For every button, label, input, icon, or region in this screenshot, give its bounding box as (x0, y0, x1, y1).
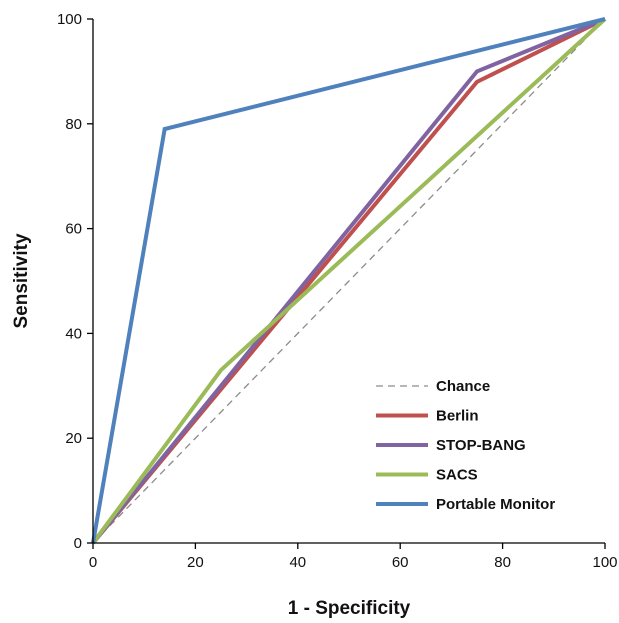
series-line-sacs (91, 17, 607, 545)
legend-label-berlin: Berlin (436, 408, 479, 425)
axes: 0 20 40 60 80 100 0 20 40 60 80 100 (57, 11, 618, 571)
x-tick-label-40: 40 (289, 554, 306, 571)
legend-label-chance: Chance (436, 378, 490, 395)
x-tick-label-0: 0 (89, 554, 97, 571)
legend: Chance Berlin STOP-BANG SACS Portable Monito… (376, 378, 555, 513)
x-axis-title: 1 - Specificity (288, 598, 411, 619)
y-tick-label-20: 20 (65, 430, 82, 447)
legend-label-portable-monitor: Portable Monitor (436, 496, 555, 513)
x-tick-label-60: 60 (392, 554, 409, 571)
series-line-portable-monitor (91, 17, 606, 544)
y-axis-title: Sensitivity (11, 233, 32, 328)
y-tick-label-60: 60 (65, 221, 82, 238)
y-tick-label-100: 100 (57, 11, 82, 28)
series-line-chance (92, 18, 606, 544)
legend-label-sacs: SACS (436, 467, 478, 484)
y-tick-label-80: 80 (65, 116, 82, 133)
plot-lines (91, 17, 607, 545)
series-line-stop-bang (91, 17, 606, 545)
series-line-berlin (91, 17, 606, 545)
x-tick-label-100: 100 (592, 554, 617, 571)
y-tick-label-40: 40 (65, 325, 82, 342)
y-tick-label-0: 0 (74, 535, 82, 552)
legend-label-stop-bang: STOP-BANG (436, 437, 526, 454)
x-tick-label-80: 80 (494, 554, 511, 571)
x-tick-label-20: 20 (187, 554, 204, 571)
